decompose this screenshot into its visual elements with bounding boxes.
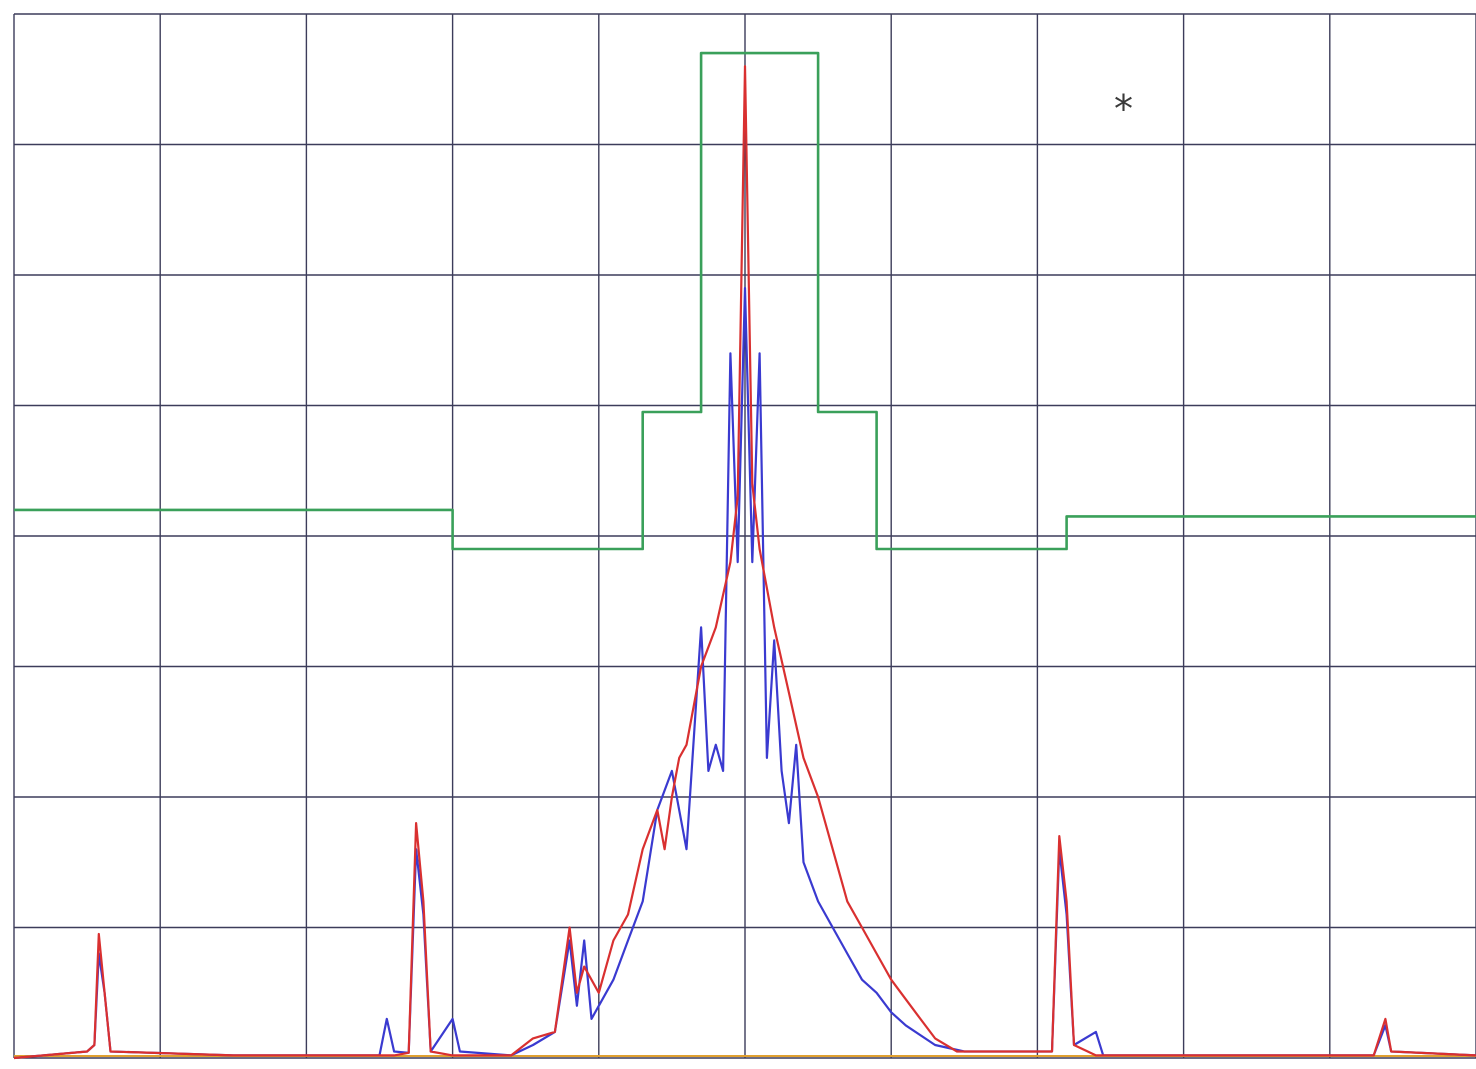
series-layer (13, 51, 1476, 1060)
asterisk-annotation: * (1114, 87, 1133, 131)
series-line-2 (14, 51, 1476, 551)
grid-layer (13, 13, 1476, 1059)
series-line-0 (13, 65, 1476, 1060)
